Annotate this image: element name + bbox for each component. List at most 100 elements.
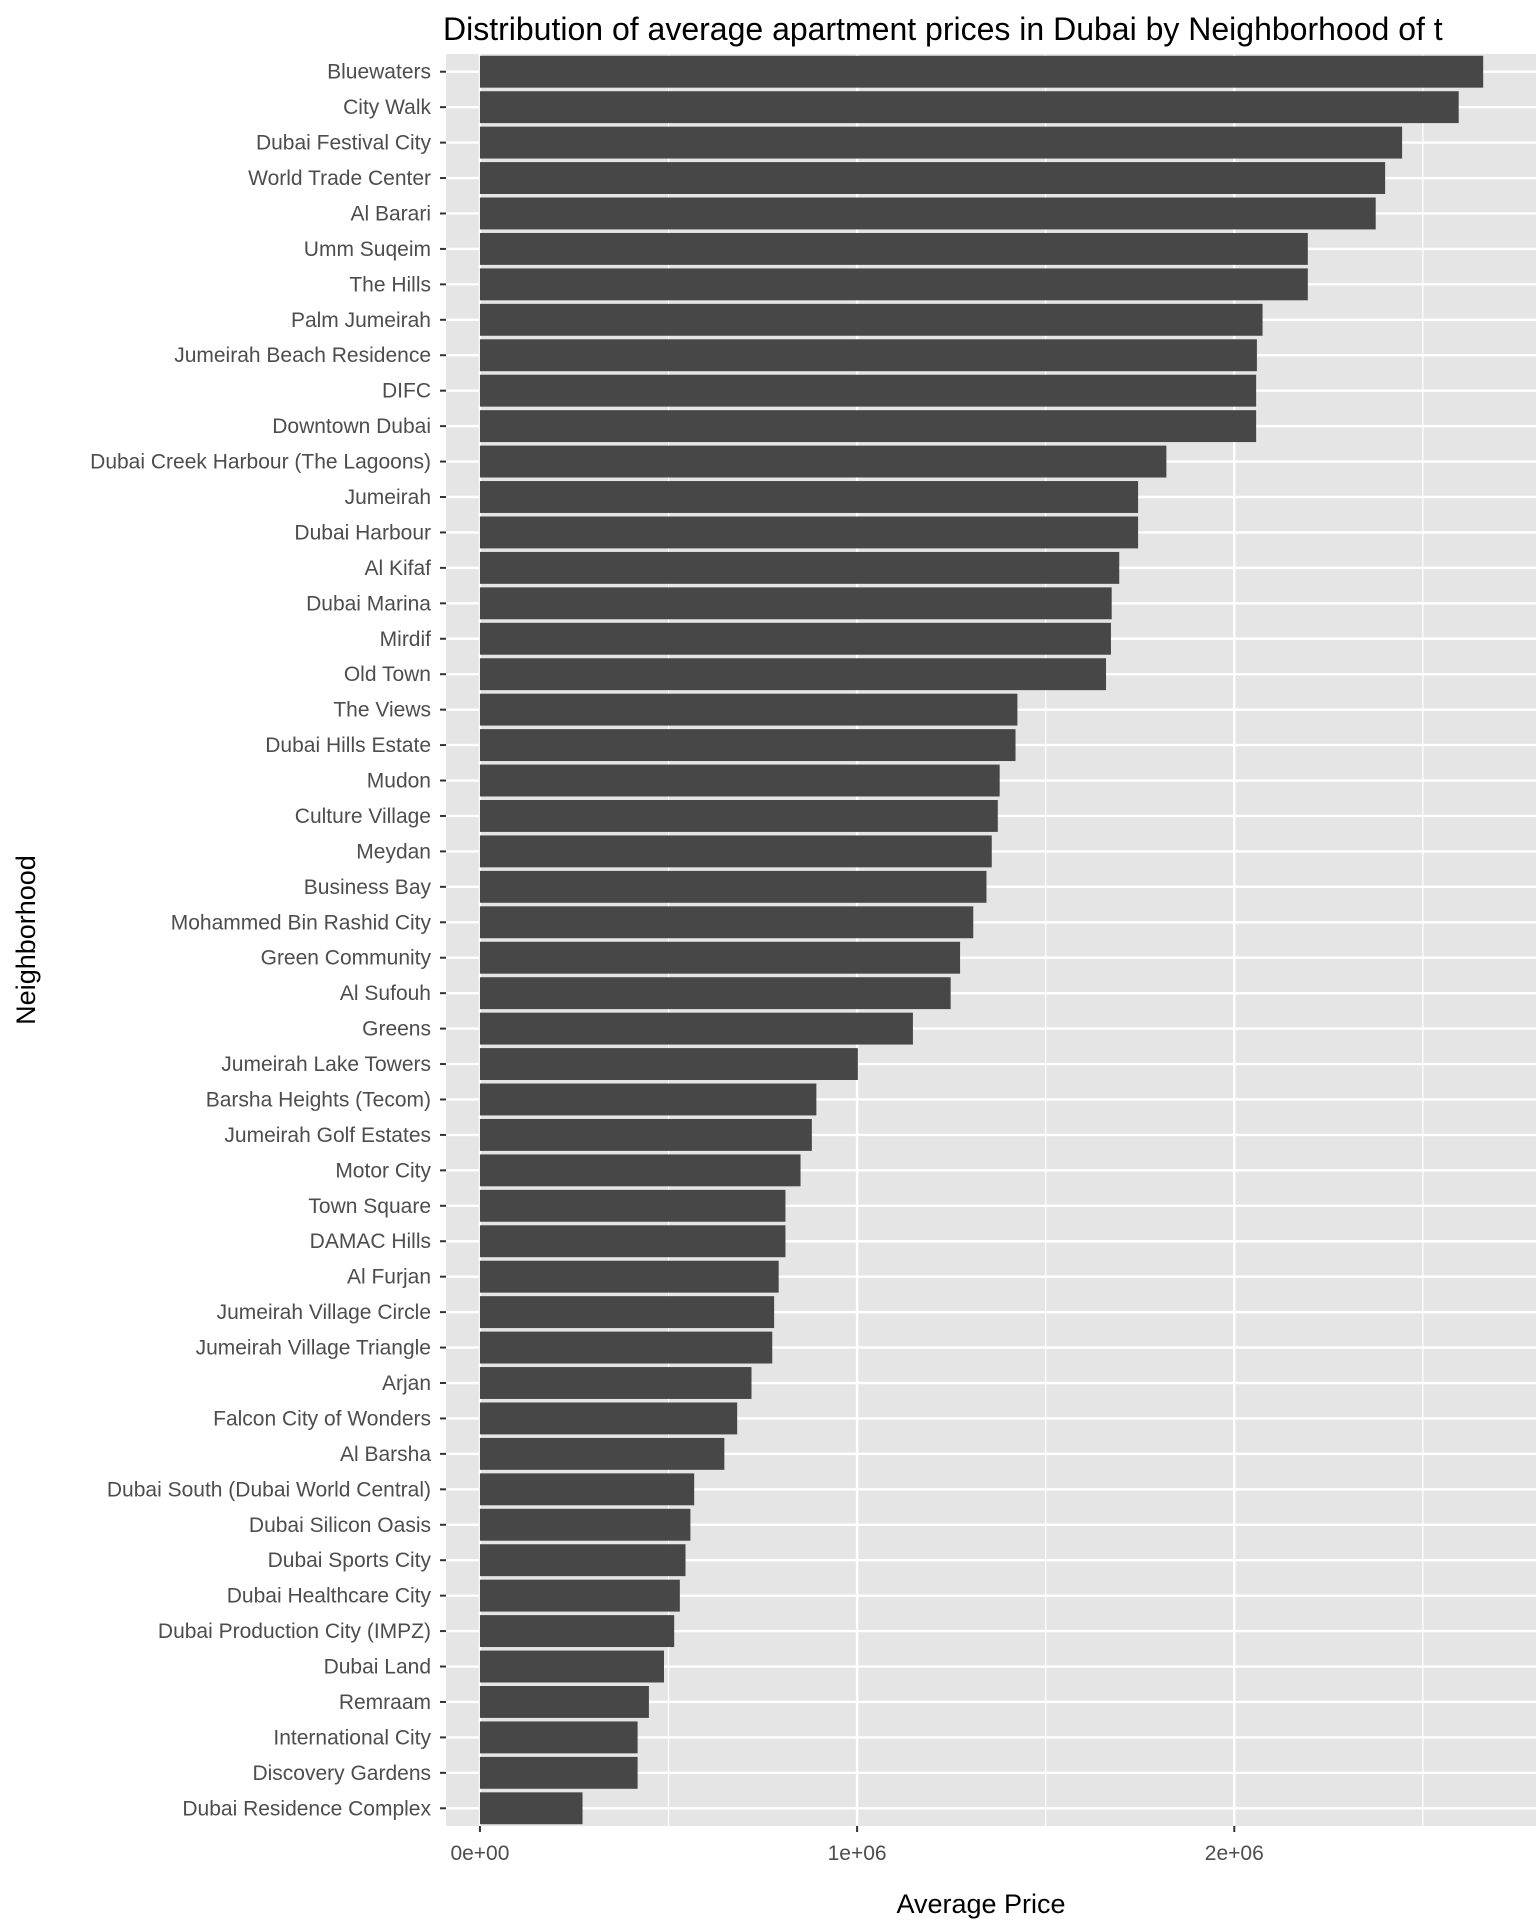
y-tick-label: Umm Suqeim	[304, 238, 431, 261]
y-tick-label: Jumeirah Lake Towers	[221, 1053, 431, 1076]
bar	[479, 1225, 786, 1258]
chart-title: Distribution of average apartment prices…	[443, 11, 1443, 47]
bar	[479, 977, 951, 1010]
bar	[479, 55, 1484, 88]
bar	[479, 197, 1376, 230]
bar	[479, 232, 1308, 265]
y-tick-label: Dubai Marina	[306, 592, 431, 615]
bar	[479, 410, 1257, 443]
bar	[479, 1437, 725, 1470]
y-tick-label: Jumeirah Village Triangle	[196, 1337, 431, 1360]
y-tick-label: Dubai Festival City	[256, 132, 432, 155]
y-tick-label: Dubai Creek Harbour (The Lagoons)	[90, 451, 431, 474]
y-tick-label: Palm Jumeirah	[291, 309, 431, 332]
y-tick-label: Greens	[362, 1018, 431, 1041]
bar	[479, 1615, 675, 1648]
y-tick-label: Mohammed Bin Rashid City	[171, 911, 432, 934]
y-tick-label: Falcon City of Wonders	[213, 1407, 431, 1430]
bar	[479, 303, 1263, 336]
bar	[479, 729, 1016, 762]
y-axis: Bluewaters City Walk Dubai Festival City Wo…	[90, 61, 446, 1820]
bar	[479, 1048, 858, 1080]
bar	[479, 268, 1308, 301]
bar	[479, 835, 992, 868]
bar	[479, 622, 1111, 655]
y-tick-label: Jumeirah Golf Estates	[224, 1124, 431, 1147]
y-tick-label: Barsha Heights (Tecom)	[206, 1088, 431, 1111]
bar	[479, 941, 961, 974]
y-tick-label: Discovery Gardens	[252, 1762, 431, 1785]
y-tick-label: The Views	[333, 699, 431, 722]
bar	[479, 1012, 913, 1045]
bar	[479, 551, 1120, 584]
bar	[479, 1331, 773, 1364]
bar	[479, 693, 1018, 726]
bar	[479, 870, 987, 903]
bar	[479, 339, 1257, 372]
bars	[479, 55, 1484, 1825]
bar	[479, 1579, 680, 1612]
bar	[479, 658, 1107, 691]
bar	[479, 800, 998, 832]
y-tick-label: Motor City	[335, 1159, 431, 1182]
y-tick-label: Jumeirah Beach Residence	[174, 344, 431, 367]
bar	[479, 1756, 638, 1789]
y-tick-label: DIFC	[382, 380, 431, 403]
bar	[479, 1260, 779, 1293]
bar	[479, 516, 1139, 549]
bar	[479, 1473, 695, 1506]
y-tick-label: International City	[273, 1726, 431, 1749]
y-tick-label: Bluewaters	[327, 61, 431, 84]
bar	[479, 906, 974, 939]
y-tick-label: Culture Village	[295, 805, 431, 828]
y-tick-label: Mirdif	[380, 628, 431, 651]
y-tick-label: Dubai Hills Estate	[265, 734, 431, 757]
y-tick-label: Dubai Production City (IMPZ)	[158, 1620, 431, 1643]
bar	[479, 1686, 649, 1718]
bar	[479, 445, 1167, 478]
x-axis-title: Average Price	[896, 1889, 1065, 1919]
bar	[479, 1508, 691, 1541]
bar	[479, 1721, 638, 1754]
bar	[479, 1083, 817, 1116]
x-tick-label: 0e+00	[450, 1842, 509, 1865]
bar	[479, 1544, 686, 1577]
bar	[479, 1402, 738, 1435]
y-tick-label: Dubai South (Dubai World Central)	[107, 1478, 431, 1501]
bar	[479, 1118, 812, 1151]
y-tick-label: Dubai Silicon Oasis	[249, 1514, 431, 1537]
bar	[479, 126, 1403, 159]
bar	[479, 1154, 801, 1187]
y-tick-label: Business Bay	[304, 876, 432, 899]
y-tick-label: Old Town	[344, 663, 431, 686]
y-tick-label: Al Kifaf	[364, 557, 431, 580]
y-tick-label: City Walk	[343, 96, 431, 119]
y-tick-label: Mudon	[367, 770, 431, 793]
y-tick-label: Arjan	[382, 1372, 431, 1395]
y-tick-label: DAMAC Hills	[310, 1230, 431, 1253]
bar	[479, 481, 1139, 513]
x-axis: 0e+00 1e+06 2e+06	[450, 1826, 1264, 1865]
bar	[479, 1189, 786, 1222]
bar	[479, 587, 1112, 620]
y-tick-label: Al Barari	[350, 202, 431, 225]
x-tick-label: 1e+06	[828, 1842, 887, 1865]
bar	[479, 1792, 583, 1825]
y-tick-label: World Trade Center	[248, 167, 431, 190]
y-tick-label: Remraam	[339, 1691, 431, 1714]
y-tick-label: Dubai Residence Complex	[182, 1797, 431, 1820]
y-tick-label: Town Square	[308, 1195, 431, 1218]
y-tick-label: Jumeirah	[345, 486, 431, 509]
y-tick-label: The Hills	[349, 273, 431, 296]
y-tick-label: Dubai Healthcare City	[227, 1585, 432, 1608]
bar	[479, 91, 1459, 124]
bar	[479, 1367, 752, 1399]
bar	[479, 374, 1257, 407]
y-tick-label: Dubai Land	[324, 1656, 431, 1679]
y-tick-label: Downtown Dubai	[272, 415, 431, 438]
bar	[479, 764, 1000, 797]
bar	[479, 1296, 775, 1329]
y-tick-label: Meydan	[356, 840, 431, 863]
y-tick-label: Dubai Harbour	[294, 521, 431, 544]
